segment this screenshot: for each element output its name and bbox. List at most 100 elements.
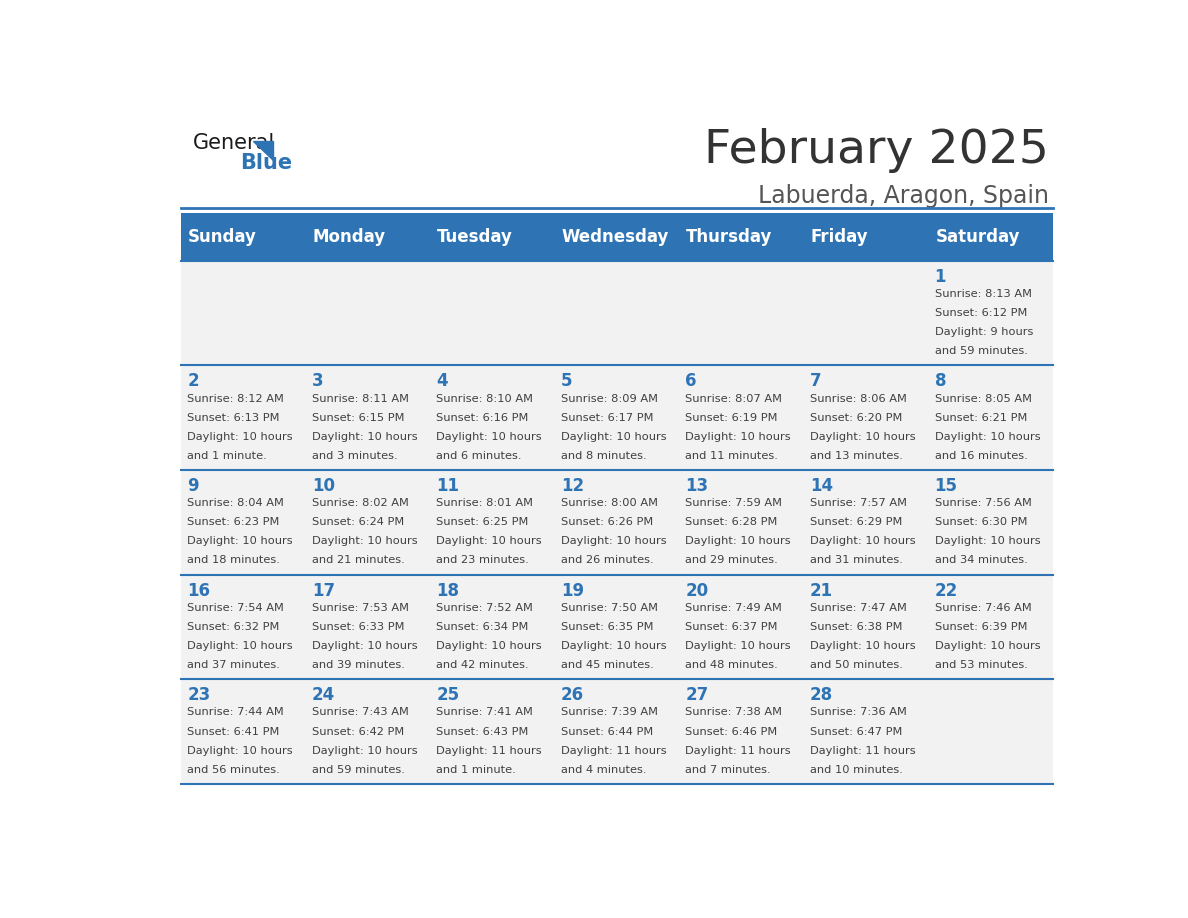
Text: 24: 24 (311, 687, 335, 704)
Text: Daylight: 10 hours: Daylight: 10 hours (436, 641, 542, 651)
Text: Friday: Friday (811, 228, 868, 246)
Text: 15: 15 (935, 477, 958, 495)
Text: 23: 23 (188, 687, 210, 704)
Text: Daylight: 10 hours: Daylight: 10 hours (188, 431, 292, 442)
Text: Sunset: 6:30 PM: Sunset: 6:30 PM (935, 518, 1026, 527)
Text: General: General (192, 133, 274, 152)
Text: Daylight: 11 hours: Daylight: 11 hours (561, 745, 666, 756)
Text: Sunrise: 7:54 AM: Sunrise: 7:54 AM (188, 603, 284, 613)
Text: Sunrise: 7:41 AM: Sunrise: 7:41 AM (436, 708, 533, 718)
Bar (181, 261, 1053, 365)
Text: Blue: Blue (240, 152, 292, 173)
Text: Sunset: 6:29 PM: Sunset: 6:29 PM (810, 518, 903, 527)
Text: Sunrise: 8:12 AM: Sunrise: 8:12 AM (188, 394, 284, 404)
Text: and 11 minutes.: and 11 minutes. (685, 451, 778, 461)
Text: Daylight: 10 hours: Daylight: 10 hours (810, 536, 916, 546)
Text: Sunrise: 7:38 AM: Sunrise: 7:38 AM (685, 708, 783, 718)
Text: 7: 7 (810, 373, 822, 390)
Text: Sunrise: 7:36 AM: Sunrise: 7:36 AM (810, 708, 906, 718)
Text: Daylight: 9 hours: Daylight: 9 hours (935, 327, 1032, 337)
Text: 27: 27 (685, 687, 709, 704)
Text: 20: 20 (685, 582, 708, 599)
Bar (181, 365, 1053, 470)
Bar (181, 213, 1053, 261)
Text: Saturday: Saturday (935, 228, 1020, 246)
Text: Daylight: 10 hours: Daylight: 10 hours (188, 641, 292, 651)
Text: Sunday: Sunday (188, 228, 257, 246)
Text: Daylight: 10 hours: Daylight: 10 hours (561, 536, 666, 546)
Text: Sunset: 6:33 PM: Sunset: 6:33 PM (311, 621, 404, 632)
Text: 18: 18 (436, 582, 460, 599)
Text: Sunset: 6:23 PM: Sunset: 6:23 PM (188, 518, 279, 527)
Bar (181, 575, 1053, 679)
Text: Daylight: 10 hours: Daylight: 10 hours (311, 536, 417, 546)
Text: Sunset: 6:43 PM: Sunset: 6:43 PM (436, 726, 529, 736)
Text: 21: 21 (810, 582, 833, 599)
Text: Sunrise: 7:57 AM: Sunrise: 7:57 AM (810, 498, 906, 509)
Text: and 23 minutes.: and 23 minutes. (436, 555, 529, 565)
Text: and 59 minutes.: and 59 minutes. (935, 346, 1028, 356)
Text: February 2025: February 2025 (704, 128, 1049, 173)
Text: Daylight: 11 hours: Daylight: 11 hours (685, 745, 791, 756)
Text: Daylight: 10 hours: Daylight: 10 hours (311, 745, 417, 756)
Text: and 18 minutes.: and 18 minutes. (188, 555, 280, 565)
Text: Sunset: 6:38 PM: Sunset: 6:38 PM (810, 621, 903, 632)
Text: and 50 minutes.: and 50 minutes. (810, 660, 903, 670)
Text: Sunrise: 7:50 AM: Sunrise: 7:50 AM (561, 603, 658, 613)
Bar (181, 470, 1053, 575)
Text: Sunset: 6:32 PM: Sunset: 6:32 PM (188, 621, 279, 632)
Text: Sunset: 6:44 PM: Sunset: 6:44 PM (561, 726, 653, 736)
Text: Sunrise: 7:56 AM: Sunrise: 7:56 AM (935, 498, 1031, 509)
Text: Sunrise: 8:09 AM: Sunrise: 8:09 AM (561, 394, 658, 404)
Text: and 39 minutes.: and 39 minutes. (311, 660, 405, 670)
Text: and 42 minutes.: and 42 minutes. (436, 660, 529, 670)
Text: Monday: Monday (312, 228, 386, 246)
Text: Sunset: 6:46 PM: Sunset: 6:46 PM (685, 726, 778, 736)
Text: Sunset: 6:25 PM: Sunset: 6:25 PM (436, 518, 529, 527)
Text: and 45 minutes.: and 45 minutes. (561, 660, 653, 670)
Text: Sunrise: 8:07 AM: Sunrise: 8:07 AM (685, 394, 783, 404)
Text: Sunset: 6:12 PM: Sunset: 6:12 PM (935, 308, 1026, 318)
Text: Sunrise: 8:00 AM: Sunrise: 8:00 AM (561, 498, 658, 509)
Text: and 21 minutes.: and 21 minutes. (311, 555, 404, 565)
Text: and 7 minutes.: and 7 minutes. (685, 765, 771, 775)
Text: and 8 minutes.: and 8 minutes. (561, 451, 646, 461)
Text: and 56 minutes.: and 56 minutes. (188, 765, 280, 775)
Text: Sunset: 6:39 PM: Sunset: 6:39 PM (935, 621, 1026, 632)
Text: Sunset: 6:21 PM: Sunset: 6:21 PM (935, 413, 1026, 422)
Text: Thursday: Thursday (687, 228, 772, 246)
Text: Sunset: 6:20 PM: Sunset: 6:20 PM (810, 413, 903, 422)
Text: Sunset: 6:24 PM: Sunset: 6:24 PM (311, 518, 404, 527)
Text: and 1 minute.: and 1 minute. (436, 765, 516, 775)
Text: Daylight: 10 hours: Daylight: 10 hours (935, 536, 1041, 546)
Text: Sunrise: 8:05 AM: Sunrise: 8:05 AM (935, 394, 1031, 404)
Text: Daylight: 10 hours: Daylight: 10 hours (188, 745, 292, 756)
Text: 19: 19 (561, 582, 584, 599)
Text: and 29 minutes.: and 29 minutes. (685, 555, 778, 565)
Text: and 16 minutes.: and 16 minutes. (935, 451, 1028, 461)
Text: Wednesday: Wednesday (562, 228, 669, 246)
Text: and 1 minute.: and 1 minute. (188, 451, 267, 461)
Text: and 6 minutes.: and 6 minutes. (436, 451, 522, 461)
Text: Daylight: 10 hours: Daylight: 10 hours (311, 641, 417, 651)
Text: and 31 minutes.: and 31 minutes. (810, 555, 903, 565)
Text: Sunrise: 8:11 AM: Sunrise: 8:11 AM (311, 394, 409, 404)
Text: 1: 1 (935, 268, 946, 285)
Text: Daylight: 10 hours: Daylight: 10 hours (685, 536, 791, 546)
Text: 14: 14 (810, 477, 833, 495)
Text: 2: 2 (188, 373, 198, 390)
Text: 28: 28 (810, 687, 833, 704)
Text: Sunrise: 8:10 AM: Sunrise: 8:10 AM (436, 394, 533, 404)
Text: Sunset: 6:42 PM: Sunset: 6:42 PM (311, 726, 404, 736)
Text: Sunrise: 7:47 AM: Sunrise: 7:47 AM (810, 603, 906, 613)
Text: Sunset: 6:47 PM: Sunset: 6:47 PM (810, 726, 903, 736)
Text: Sunrise: 8:13 AM: Sunrise: 8:13 AM (935, 289, 1031, 299)
Text: 13: 13 (685, 477, 708, 495)
Text: and 53 minutes.: and 53 minutes. (935, 660, 1028, 670)
Text: Daylight: 10 hours: Daylight: 10 hours (188, 536, 292, 546)
Text: 26: 26 (561, 687, 584, 704)
Bar (181, 679, 1053, 784)
Text: Sunrise: 7:44 AM: Sunrise: 7:44 AM (188, 708, 284, 718)
Text: Sunrise: 7:59 AM: Sunrise: 7:59 AM (685, 498, 783, 509)
Text: and 59 minutes.: and 59 minutes. (311, 765, 405, 775)
